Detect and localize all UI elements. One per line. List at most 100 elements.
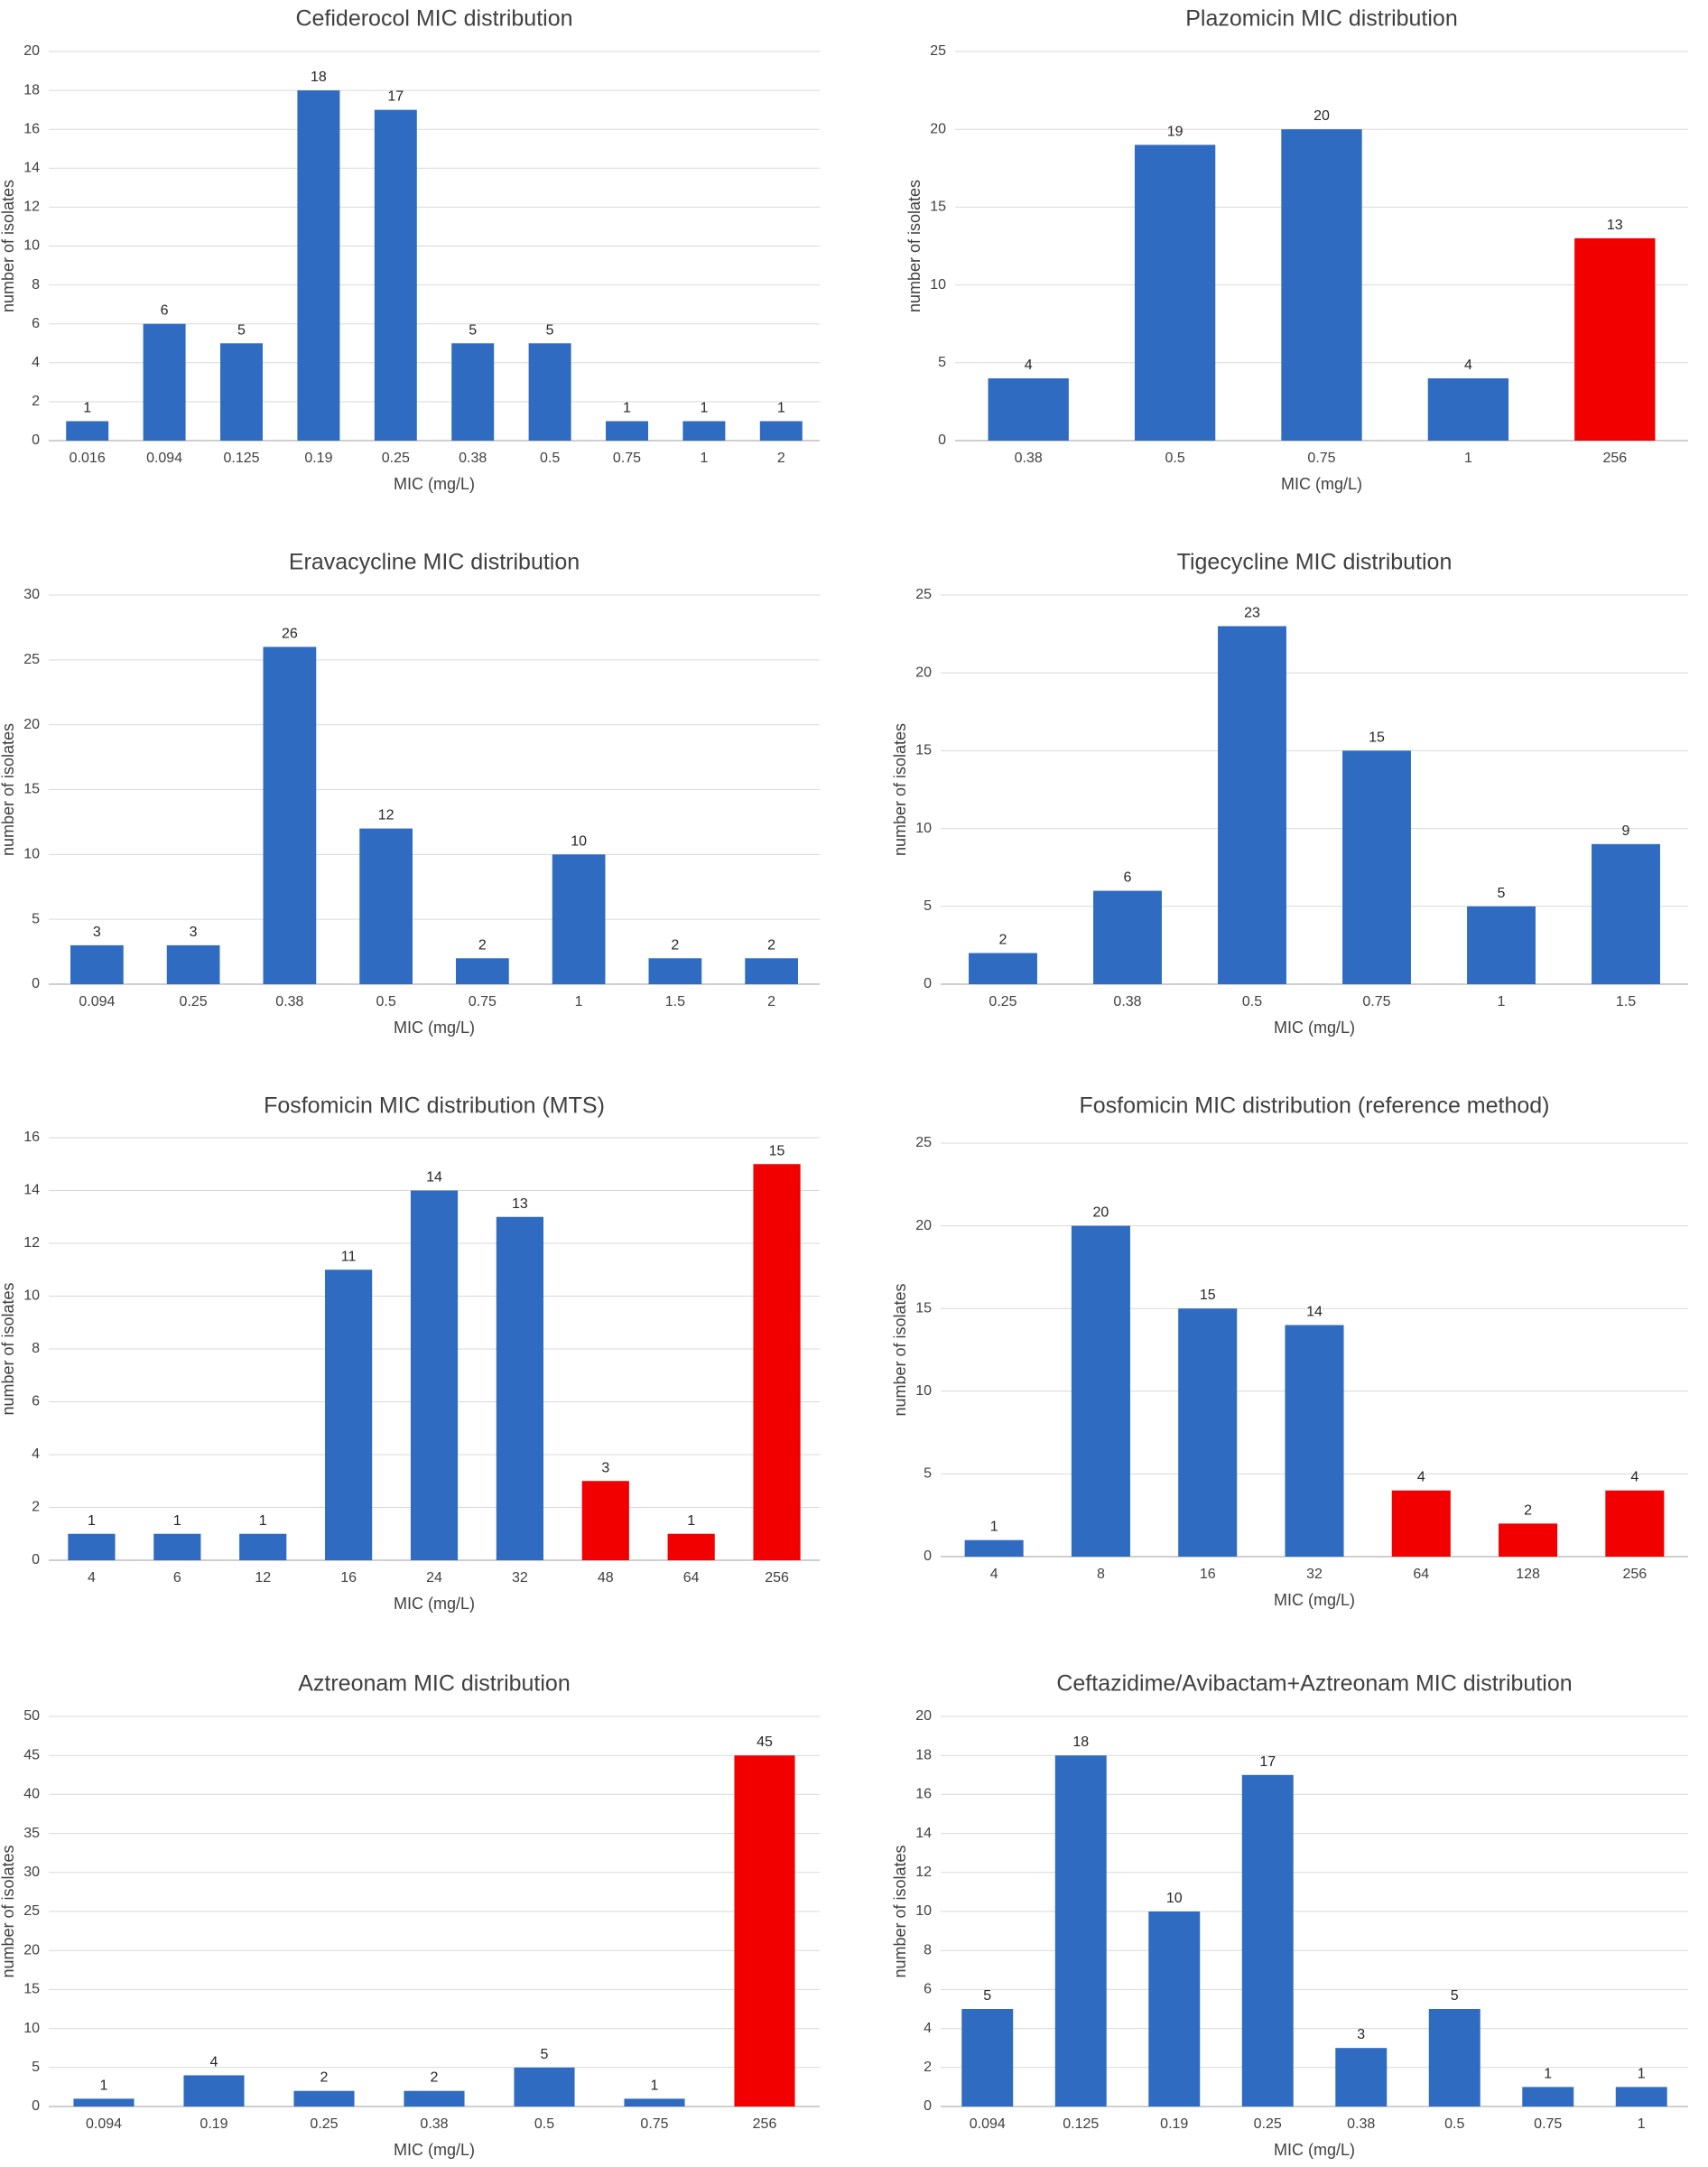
y-axis-title: number of isolates [891,1845,909,1977]
data-label: 10 [1166,1891,1183,1906]
data-label: 13 [512,1196,528,1212]
data-label: 13 [1607,218,1623,233]
chart-aztreonam-mic-distribution: Aztreonam MIC distribution05101520253035… [0,1671,820,2159]
x-tick-label: 64 [683,1570,700,1586]
y-tick-label: 20 [23,717,40,732]
x-tick-label: 0.094 [970,2116,1006,2132]
bar-0-5 [1218,626,1286,984]
data-label: 20 [1093,1205,1109,1221]
bar-0-5 [514,2067,575,2107]
data-label: 5 [983,1988,991,2004]
y-tick-label: 25 [23,652,40,667]
x-tick-label: 1 [1464,451,1472,466]
data-label: 1 [1544,2066,1552,2081]
y-axis-title: number of isolates [0,1845,17,1977]
bar-0-38 [1335,2048,1388,2107]
y-tick-label: 0 [32,2098,40,2114]
data-label: 1 [700,400,708,415]
chart-eravacycline-mic-distribution: Eravacycline MIC distribution 0 5 10 15 20 25 3… [0,550,820,1037]
bar-0-25 [166,944,220,984]
bar-128-resistant [1499,1523,1558,1557]
x-axis-title: MIC (mg/L) [394,475,475,493]
bar-0-38 [451,343,495,441]
bar-0-094 [961,2009,1014,2107]
chart-plazomicin-mic-distribution: Plazomicin MIC distribution 0 5 10 15 20 25 4 0.… [905,6,1688,493]
data-label: 23 [1244,605,1260,620]
y-tick-label: 4 [32,1446,40,1462]
y-tick-label: 30 [23,587,40,602]
x-tick-label: 256 [753,2116,777,2132]
y-tick-label: 14 [23,161,40,176]
x-tick-label: 1.5 [665,994,685,1009]
x-tick-label: 1 [700,451,708,466]
x-tick-label: 0.016 [70,451,106,466]
y-tick-label: 2 [924,2060,932,2075]
data-label: 3 [601,1460,609,1475]
x-tick-label: 0.25 [382,451,410,466]
y-tick-label: 25 [915,587,932,602]
y-tick-label: 6 [32,316,40,331]
y-tick-label: 20 [915,1218,932,1233]
y-axis-title: number of isolates [0,1282,17,1415]
bar-0-5 [528,343,571,441]
data-label: 1 [623,400,631,415]
data-label: 1 [100,2078,108,2093]
x-tick-label: 256 [1602,451,1627,466]
data-label: 12 [378,808,395,823]
bar-0-25 [374,109,417,442]
x-tick-label: 0.5 [534,2116,554,2132]
y-tick-label: 12 [23,200,40,215]
bar-0-5 [359,828,413,984]
bar-16 [325,1270,373,1560]
x-tick-label: 0.75 [469,994,497,1009]
y-tick-label: 15 [23,782,40,797]
x-tick-label: 0.75 [1362,994,1390,1009]
x-axis-title: MIC (mg/L) [394,2141,475,2159]
x-axis-title: MIC (mg/L) [1274,1591,1355,1609]
chart-title: Eravacycline MIC distribution [289,550,580,575]
bar-1 [1427,378,1509,441]
bar-6 [153,1533,201,1560]
y-tick-label: 5 [32,911,40,926]
data-label: 14 [1306,1305,1323,1320]
y-tick-label: 15 [23,1982,40,1997]
x-tick-label: 0.5 [540,451,560,466]
x-tick-label: 4 [88,1570,96,1586]
y-tick-label: 12 [915,1865,932,1880]
x-tick-label: 0.25 [310,2116,338,2132]
bar-256-resistant [734,1755,795,2107]
y-tick-label: 10 [23,1288,40,1304]
data-label: 18 [311,70,327,85]
y-tick-label: 10 [915,1903,932,1919]
y-tick-label: 20 [23,43,40,59]
bar-64-resistant [667,1533,715,1560]
x-tick-label: 0.38 [1113,994,1141,1009]
x-tick-label: 16 [340,1570,357,1586]
x-tick-label: 0.75 [1307,451,1335,466]
y-tick-label: 18 [915,1747,932,1762]
bar-1 [552,854,606,984]
y-tick-label: 10 [23,2021,40,2036]
x-tick-label: 128 [1516,1567,1540,1582]
chart-title: Plazomicin MIC distribution [1185,6,1458,32]
y-tick-label: 10 [23,238,40,254]
y-tick-label: 8 [32,1341,40,1356]
bar-2 [745,958,798,984]
data-label: 2 [1524,1502,1532,1518]
data-label: 11 [341,1249,357,1264]
bar-48-resistant [581,1481,629,1560]
x-tick-label: 12 [255,1570,271,1586]
y-tick-label: 4 [924,2021,932,2036]
data-label: 4 [1630,1470,1638,1485]
y-tick-label: 5 [924,1466,932,1482]
y-tick-label: 0 [924,976,932,991]
chart-tigecycline-mic-distribution: Tigecycline MIC distribution051015202520… [891,550,1688,1037]
y-axis-title: number of isolates [905,180,924,312]
chart-title: Fosfomicin MIC distribution (reference m… [1079,1093,1549,1119]
data-label: 6 [1124,870,1132,886]
y-tick-label: 20 [930,121,946,136]
bar-16 [1178,1308,1238,1557]
y-tick-label: 50 [23,1708,40,1724]
x-tick-label: 0.25 [1254,2116,1282,2132]
x-tick-label: 2 [777,451,785,466]
